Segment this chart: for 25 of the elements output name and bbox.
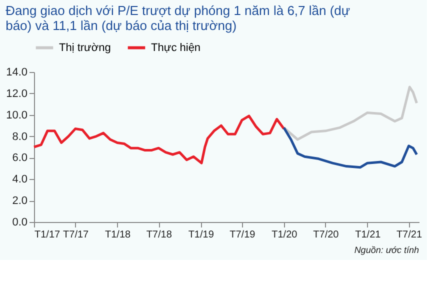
x-tick-label: T1/19	[188, 230, 214, 240]
y-tick-label: 10.0	[6, 109, 28, 122]
y-tick-label: 14.0	[6, 66, 28, 78]
x-tick-label: T1/18	[105, 230, 132, 240]
line-series	[282, 86, 418, 141]
x-tick-label: T7/19	[230, 230, 256, 240]
y-tick-label: 8.0	[12, 130, 28, 143]
x-tick-label: T7/21	[396, 230, 422, 240]
chart-title: Đang giao dịch với P/E trượt dự phóng 1 năm là 6,7 lần (dự báo) và 11,1 lần (dự báo của thị trường)	[6, 3, 350, 33]
x-tick-label: T1/20	[272, 230, 298, 240]
x-tick-label: T7/18	[146, 230, 172, 240]
legend-label: Thị trường	[59, 42, 111, 54]
y-tick-label: 4.0	[12, 174, 28, 186]
y-tick-label: 0.0	[12, 216, 28, 228]
legend-label: Thực hiện	[151, 42, 201, 54]
y-tick-label: 2.0	[12, 195, 28, 208]
x-tick-label: T7/17	[63, 230, 90, 240]
x-tick-label: T1/17	[34, 230, 61, 240]
line-series	[282, 126, 418, 169]
x-tick-label: T7/20	[313, 230, 340, 240]
y-tick-label: 6.0	[12, 152, 28, 164]
text: Nguồn: ước tính	[354, 245, 419, 255]
y-tick-label: 12.0	[6, 88, 28, 100]
x-tick-label: T1/21	[355, 230, 382, 240]
line-series	[32, 114, 286, 164]
